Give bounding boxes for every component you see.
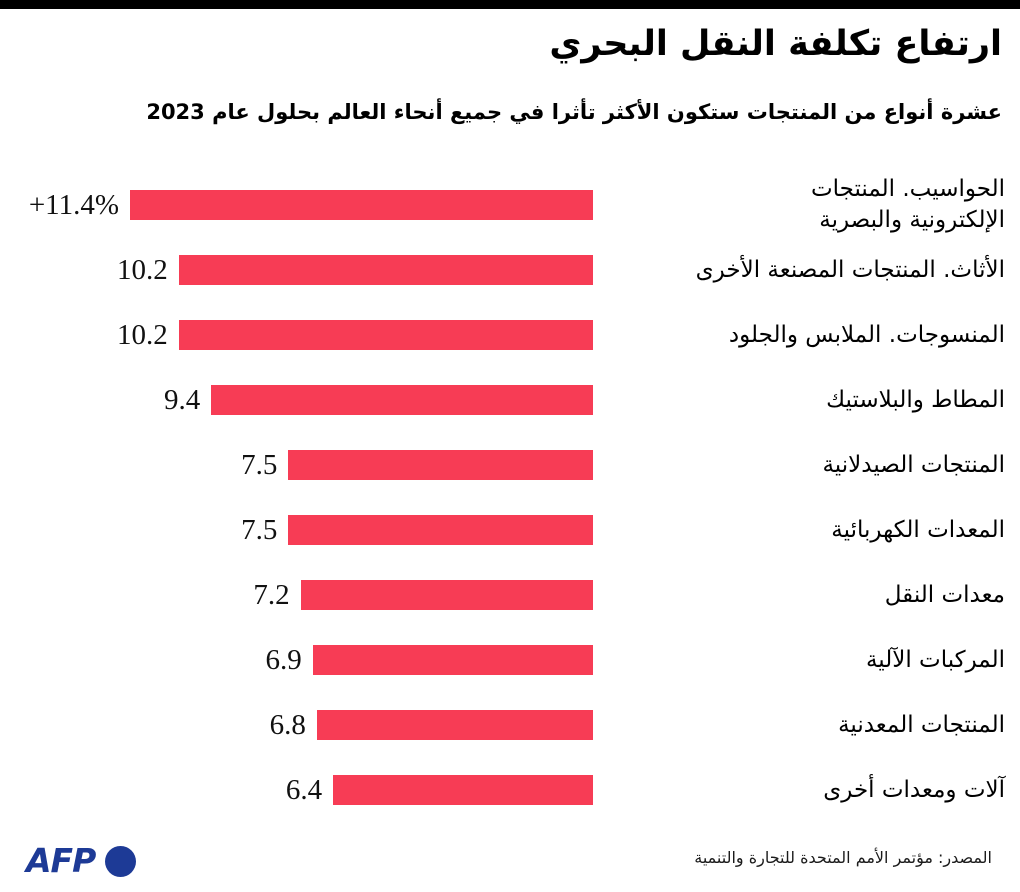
category-label: الأثاث. المنتجات المصنعة الأخرى <box>695 257 1005 283</box>
category-label: المنسوجات. الملابس والجلود <box>728 322 1005 348</box>
afp-logo: AFP <box>26 840 156 882</box>
chart-row: 10.2 الأثاث. المنتجات المصنعة الأخرى <box>0 255 1020 320</box>
bar <box>316 710 593 740</box>
bar-value-label: 6.9 <box>265 644 302 676</box>
bar <box>300 580 593 610</box>
chart-row: 9.4 المطاط والبلاستيك <box>0 385 1020 450</box>
chart-row: 6.8 المنتجات المعدنية <box>0 710 1020 775</box>
category-label-line: الإلكترونية والبصرية <box>819 207 1005 233</box>
bar <box>130 190 593 220</box>
page-title: ارتفاع تكلفة النقل البحري <box>549 24 1002 64</box>
top-rule-divider <box>0 0 1020 9</box>
chart-row: 7.2 معدات النقل <box>0 580 1020 645</box>
bar-value-label: 6.8 <box>269 709 306 741</box>
bar-value-label: 9.4 <box>163 384 201 416</box>
category-label: المركبات الآلية <box>865 647 1005 673</box>
category-label: معدات النقل <box>884 582 1005 608</box>
bar-value-label: 6.4 <box>285 774 323 806</box>
bar-value-label: 10.2 <box>116 319 168 351</box>
bar-value-label: 7.2 <box>253 579 290 611</box>
bar <box>178 320 593 350</box>
category-label: المنتجات الصيدلانية <box>822 452 1005 478</box>
chart-row: 6.4 آلات ومعدات أخرى <box>0 775 1020 840</box>
category-label-line: الحواسيب. المنتجات <box>810 176 1005 202</box>
category-label: آلات ومعدات أخرى <box>823 777 1005 803</box>
afp-logo-dot-icon <box>105 846 136 877</box>
category-label: الحواسيب. المنتجات الإلكترونية والبصرية <box>605 174 1005 236</box>
afp-logo-text: AFP <box>26 841 96 880</box>
bar-chart: +11.4% الحواسيب. المنتجات الإلكترونية والب… <box>0 160 1020 825</box>
bar <box>178 255 593 285</box>
chart-row: 7.5 المعدات الكهربائية <box>0 515 1020 580</box>
page-subtitle: عشرة أنواع من المنتجات ستكون الأكثر تأثر… <box>146 100 1002 124</box>
bar-value-label: 10.2 <box>116 254 168 286</box>
bar <box>211 385 593 415</box>
bar-value-label: +11.4% <box>28 189 119 221</box>
source-credit: المصدر: مؤتمر الأمم المتحدة للتجارة والت… <box>694 848 992 867</box>
bar <box>288 450 593 480</box>
bar <box>333 775 593 805</box>
chart-row: +11.4% الحواسيب. المنتجات الإلكترونية والب… <box>0 176 1020 255</box>
category-label: المنتجات المعدنية <box>838 712 1005 738</box>
bar-value-label: 7.5 <box>241 514 278 546</box>
chart-row: 7.5 المنتجات الصيدلانية <box>0 450 1020 515</box>
category-label: المطاط والبلاستيك <box>826 387 1005 413</box>
chart-row: 6.9 المركبات الآلية <box>0 645 1020 710</box>
bar <box>312 645 593 675</box>
footer: AFP المصدر: مؤتمر الأمم المتحدة للتجارة … <box>0 828 1020 892</box>
chart-row: 10.2 المنسوجات. الملابس والجلود <box>0 320 1020 385</box>
bar-value-label: 7.5 <box>241 449 278 481</box>
category-label: المعدات الكهربائية <box>831 517 1005 543</box>
bar <box>288 515 593 545</box>
